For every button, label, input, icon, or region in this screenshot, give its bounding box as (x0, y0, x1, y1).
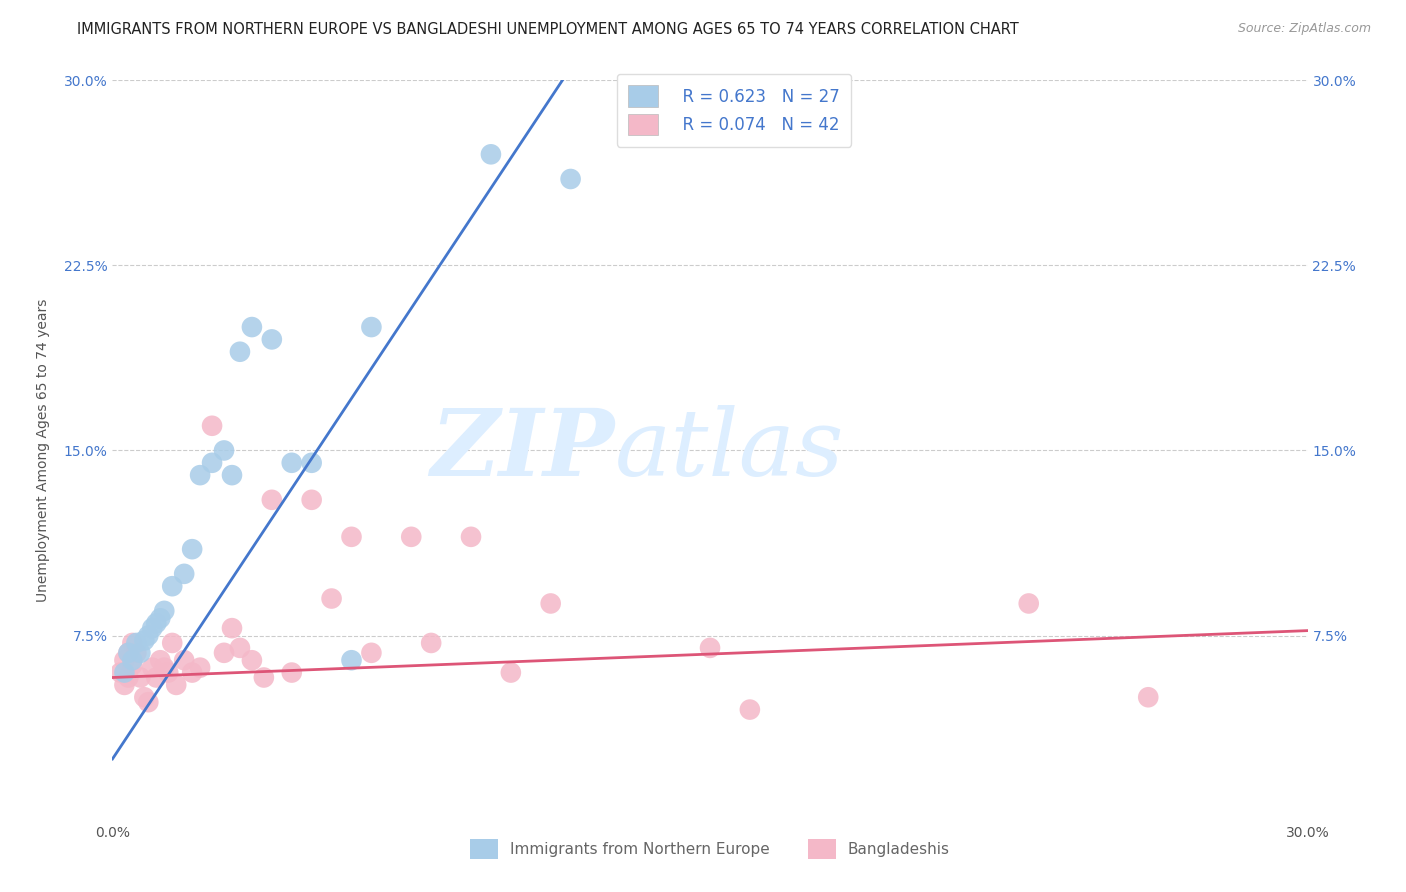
Point (173, 653, 195, 667)
Point (221, 621, 243, 635)
Point (149, 653, 172, 667)
Point (301, 492, 323, 507)
Point (134, 633, 156, 648)
Point (340, 653, 363, 667)
Point (121, 653, 143, 667)
Point (699, 640, 721, 655)
Point (157, 665, 180, 680)
Point (125, 636, 148, 650)
Point (162, 636, 183, 650)
Point (117, 646, 139, 660)
Point (240, 320, 263, 334)
Point (229, 344, 252, 359)
Point (153, 660, 176, 674)
Point (201, 456, 224, 470)
Point (360, 646, 382, 660)
Point (560, 172, 582, 186)
Point (281, 665, 304, 680)
Point (145, 616, 167, 631)
Point (221, 468, 243, 483)
Point (340, 530, 363, 544)
Point (301, 456, 323, 470)
Point (129, 646, 152, 660)
Text: ZIP: ZIP (430, 406, 614, 495)
Text: Source: ZipAtlas.com: Source: ZipAtlas.com (1237, 22, 1371, 36)
Point (181, 542, 204, 557)
Point (173, 566, 195, 581)
Point (253, 671, 276, 685)
Point (1018, 597, 1040, 611)
Point (240, 653, 263, 667)
Point (138, 695, 160, 709)
Point (738, 703, 761, 717)
Point (149, 611, 172, 625)
Point (162, 579, 183, 593)
Point (420, 636, 443, 650)
Point (110, 665, 132, 680)
Point (134, 690, 156, 705)
Text: IMMIGRANTS FROM NORTHERN EUROPE VS BANGLADESHI UNEMPLOYMENT AMONG AGES 65 TO 74 : IMMIGRANTS FROM NORTHERN EUROPE VS BANGL… (77, 22, 1019, 37)
Point (188, 468, 211, 483)
Point (129, 671, 152, 685)
Point (460, 530, 482, 544)
Point (1137, 690, 1160, 705)
Point (321, 591, 343, 606)
Point (281, 456, 304, 470)
Point (125, 646, 148, 660)
Point (188, 660, 211, 674)
Point (121, 636, 143, 650)
Point (117, 646, 139, 660)
Point (201, 418, 224, 433)
Point (165, 678, 187, 692)
Legend: Immigrants from Northern Europe, Bangladeshis: Immigrants from Northern Europe, Banglad… (464, 833, 956, 865)
Point (141, 660, 163, 674)
Point (260, 492, 283, 507)
Point (212, 443, 235, 458)
Point (360, 320, 382, 334)
Point (114, 653, 135, 667)
Point (540, 597, 562, 611)
Point (114, 665, 135, 680)
Point (138, 628, 160, 642)
Point (229, 640, 252, 655)
Point (401, 530, 423, 544)
Text: atlas: atlas (614, 406, 844, 495)
Point (479, 147, 502, 161)
Point (117, 671, 139, 685)
Point (153, 604, 176, 618)
Point (181, 665, 204, 680)
Point (499, 665, 522, 680)
Point (141, 621, 163, 635)
Point (212, 646, 235, 660)
Point (121, 658, 143, 673)
Point (114, 678, 135, 692)
Point (260, 332, 283, 346)
Point (145, 671, 167, 685)
Y-axis label: Unemployment Among Ages 65 to 74 years: Unemployment Among Ages 65 to 74 years (37, 299, 49, 602)
